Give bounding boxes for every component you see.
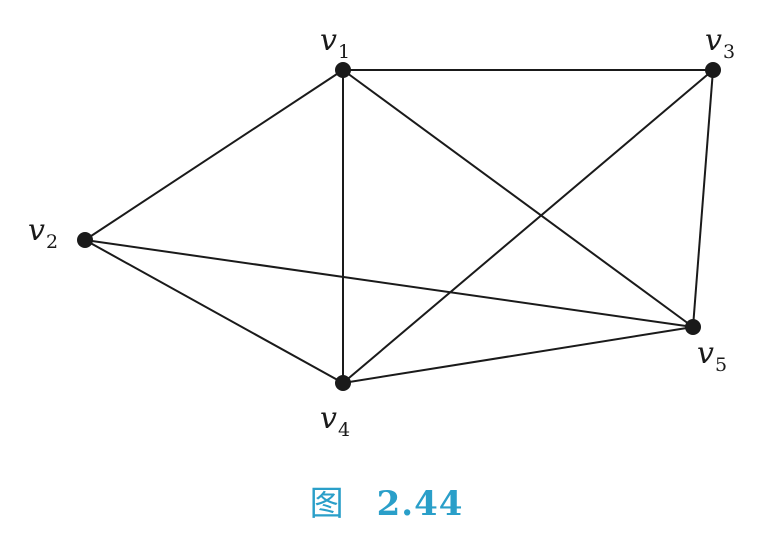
vertex-v5 bbox=[685, 319, 701, 335]
vertex-label-subscript: 4 bbox=[338, 419, 350, 441]
vertex-label-subscript: 2 bbox=[46, 231, 58, 253]
vertex-label-letter: v bbox=[28, 213, 45, 248]
vertex-label-subscript: 3 bbox=[723, 41, 735, 63]
edge-v3-v5 bbox=[692, 69, 714, 328]
vertex-label-v4: v4 bbox=[320, 401, 350, 441]
edge-v2-v5 bbox=[84, 239, 694, 328]
edge-v1-v5 bbox=[342, 69, 694, 328]
vertex-v4 bbox=[335, 375, 351, 391]
graph-edges bbox=[84, 69, 714, 384]
vertex-label-letter: v bbox=[320, 23, 337, 58]
vertex-label-subscript: 5 bbox=[715, 354, 727, 376]
figure-caption-number: 2.44 bbox=[376, 484, 464, 524]
edge-v4-v5 bbox=[342, 326, 694, 384]
edge-v1-v2 bbox=[84, 69, 344, 241]
graph-vertices bbox=[77, 62, 721, 391]
edge-v3-v4 bbox=[342, 69, 714, 384]
vertex-label-letter: v bbox=[320, 401, 337, 436]
vertex-label-letter: v bbox=[697, 336, 714, 371]
vertex-label-v5: v5 bbox=[697, 336, 727, 376]
vertex-label-v2: v2 bbox=[28, 213, 58, 253]
vertex-label-v3: v3 bbox=[705, 23, 735, 63]
vertex-v1 bbox=[335, 62, 351, 78]
figure-caption: 图 2.44 bbox=[0, 476, 773, 525]
vertex-label-subscript: 1 bbox=[338, 41, 350, 63]
figure-caption-prefix: 图 bbox=[309, 484, 345, 524]
vertex-v3 bbox=[705, 62, 721, 78]
vertex-label-letter: v bbox=[705, 23, 722, 58]
vertex-label-v1: v1 bbox=[320, 23, 350, 63]
edge-v2-v4 bbox=[84, 239, 344, 384]
vertex-v2 bbox=[77, 232, 93, 248]
